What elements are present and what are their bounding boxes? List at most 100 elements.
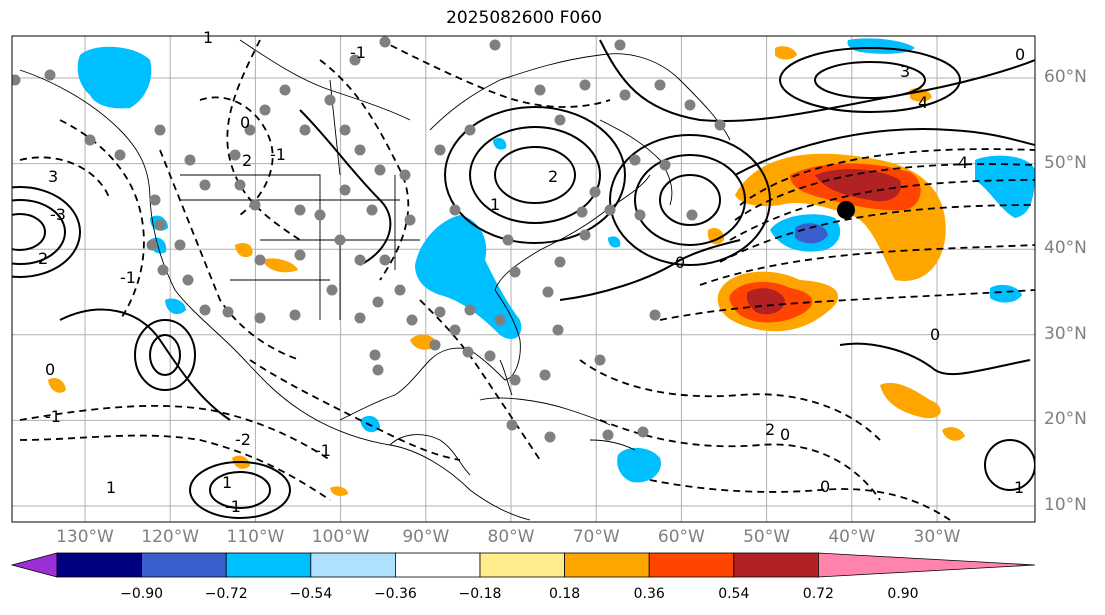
colorbar-tick-label: 0.18 (549, 586, 581, 602)
positive-anomaly-region (815, 168, 901, 202)
station-dot (654, 79, 666, 91)
colorbar-tick-label: 0.36 (633, 586, 665, 602)
contour-line (249, 359, 461, 461)
contour-line (779, 47, 961, 113)
station-dot (534, 84, 546, 96)
station-dot (339, 184, 351, 196)
positive-anomaly-region (707, 228, 725, 245)
map-frame (11, 35, 1036, 523)
station-dot (619, 89, 631, 101)
negative-anomaly-region (975, 155, 1035, 218)
station-dot (369, 349, 381, 361)
positive-anomaly-region (942, 427, 965, 441)
contour-line (149, 334, 181, 376)
colorbar-segment (56, 552, 142, 578)
latitude-label: 10°N (1044, 495, 1087, 515)
station-dot (154, 219, 166, 231)
latitude-label: 30°N (1044, 323, 1087, 344)
station-dot (542, 286, 554, 298)
station-dot (184, 154, 196, 166)
station-dot (464, 304, 476, 316)
station-dot (614, 39, 626, 51)
contour-line (419, 299, 541, 461)
station-dot (182, 274, 194, 286)
contour-value-label: 3 (900, 62, 910, 81)
station-dot (44, 69, 56, 81)
station-dot (506, 419, 518, 431)
longitude-label: 40°W (828, 527, 876, 547)
station-dot (659, 159, 671, 171)
contour-line (814, 61, 926, 99)
contour-line (734, 163, 1035, 221)
colorbar-segment (733, 552, 819, 578)
contour-line (19, 434, 331, 501)
station-dot (234, 179, 246, 191)
negative-anomaly-fills (77, 38, 1035, 483)
contour-line (984, 439, 1035, 491)
station-dot (484, 350, 496, 362)
colorbar-tick-label: −0.72 (204, 586, 248, 602)
station-dot (406, 314, 418, 326)
contour-value-label: 2 (242, 151, 252, 170)
station-dot (157, 264, 169, 276)
colorbar-segment (564, 552, 650, 578)
colorbar-segment (648, 552, 735, 578)
negative-anomaly-region (990, 284, 1022, 303)
colorbar-extend-high (818, 552, 1036, 578)
longitude-label: 70°W (572, 527, 620, 547)
negative-anomaly-region (617, 447, 661, 483)
contour-line (299, 109, 392, 266)
colorbar-segment (141, 552, 227, 578)
colorbar-tick-label: 0.54 (718, 586, 750, 602)
colorbar-tick-label: 0.90 (887, 586, 919, 602)
positive-anomaly-region (48, 378, 66, 393)
station-dot (602, 429, 614, 441)
longitude-label: 30°W (913, 527, 961, 547)
contour-line (719, 204, 1035, 263)
longitude-label: 110°W (226, 527, 285, 547)
station-dot (244, 124, 256, 136)
station-dot (289, 309, 301, 321)
station-dot (604, 204, 616, 216)
positive-anomaly-region (235, 243, 253, 258)
station-dot (509, 266, 521, 278)
contour-line (559, 239, 741, 301)
latitude-label: 20°N (1044, 409, 1087, 430)
station-dots (12, 36, 726, 443)
station-dot (579, 229, 591, 241)
colorbar-segment (310, 552, 396, 578)
contour-line (634, 154, 746, 246)
station-dot (552, 324, 564, 336)
station-dot (372, 364, 384, 376)
contour-value-label: -1 (270, 145, 286, 164)
station-dot (199, 179, 211, 191)
station-dot (326, 284, 338, 296)
contour-value-label: -1 (350, 43, 366, 62)
storm-center-marker (837, 201, 855, 219)
station-dot (379, 36, 391, 48)
station-dot (579, 79, 591, 91)
graticule (12, 36, 1035, 522)
contour-line (134, 319, 196, 391)
colorbar-tick-label: −0.90 (120, 586, 164, 602)
station-dot (149, 194, 161, 206)
station-dot (449, 324, 461, 336)
station-dot (259, 104, 271, 116)
station-dot (334, 234, 346, 246)
station-dot (372, 296, 384, 308)
contour-value-label: -1 (45, 407, 61, 426)
station-dot (449, 204, 461, 216)
negative-anomaly-region (415, 215, 522, 340)
station-dot (589, 186, 601, 198)
station-dot (366, 204, 378, 216)
contour-line (444, 106, 626, 244)
contour-value-label: -1 (225, 497, 241, 516)
station-dot (502, 234, 514, 246)
colorbar-tick-label: −0.54 (289, 586, 333, 602)
contour-line (12, 199, 66, 265)
contour-line (189, 461, 291, 519)
positive-anomaly-region (262, 258, 298, 273)
contour-line (319, 59, 410, 281)
station-dot (154, 124, 166, 136)
longitude-label: 120°W (141, 527, 200, 547)
